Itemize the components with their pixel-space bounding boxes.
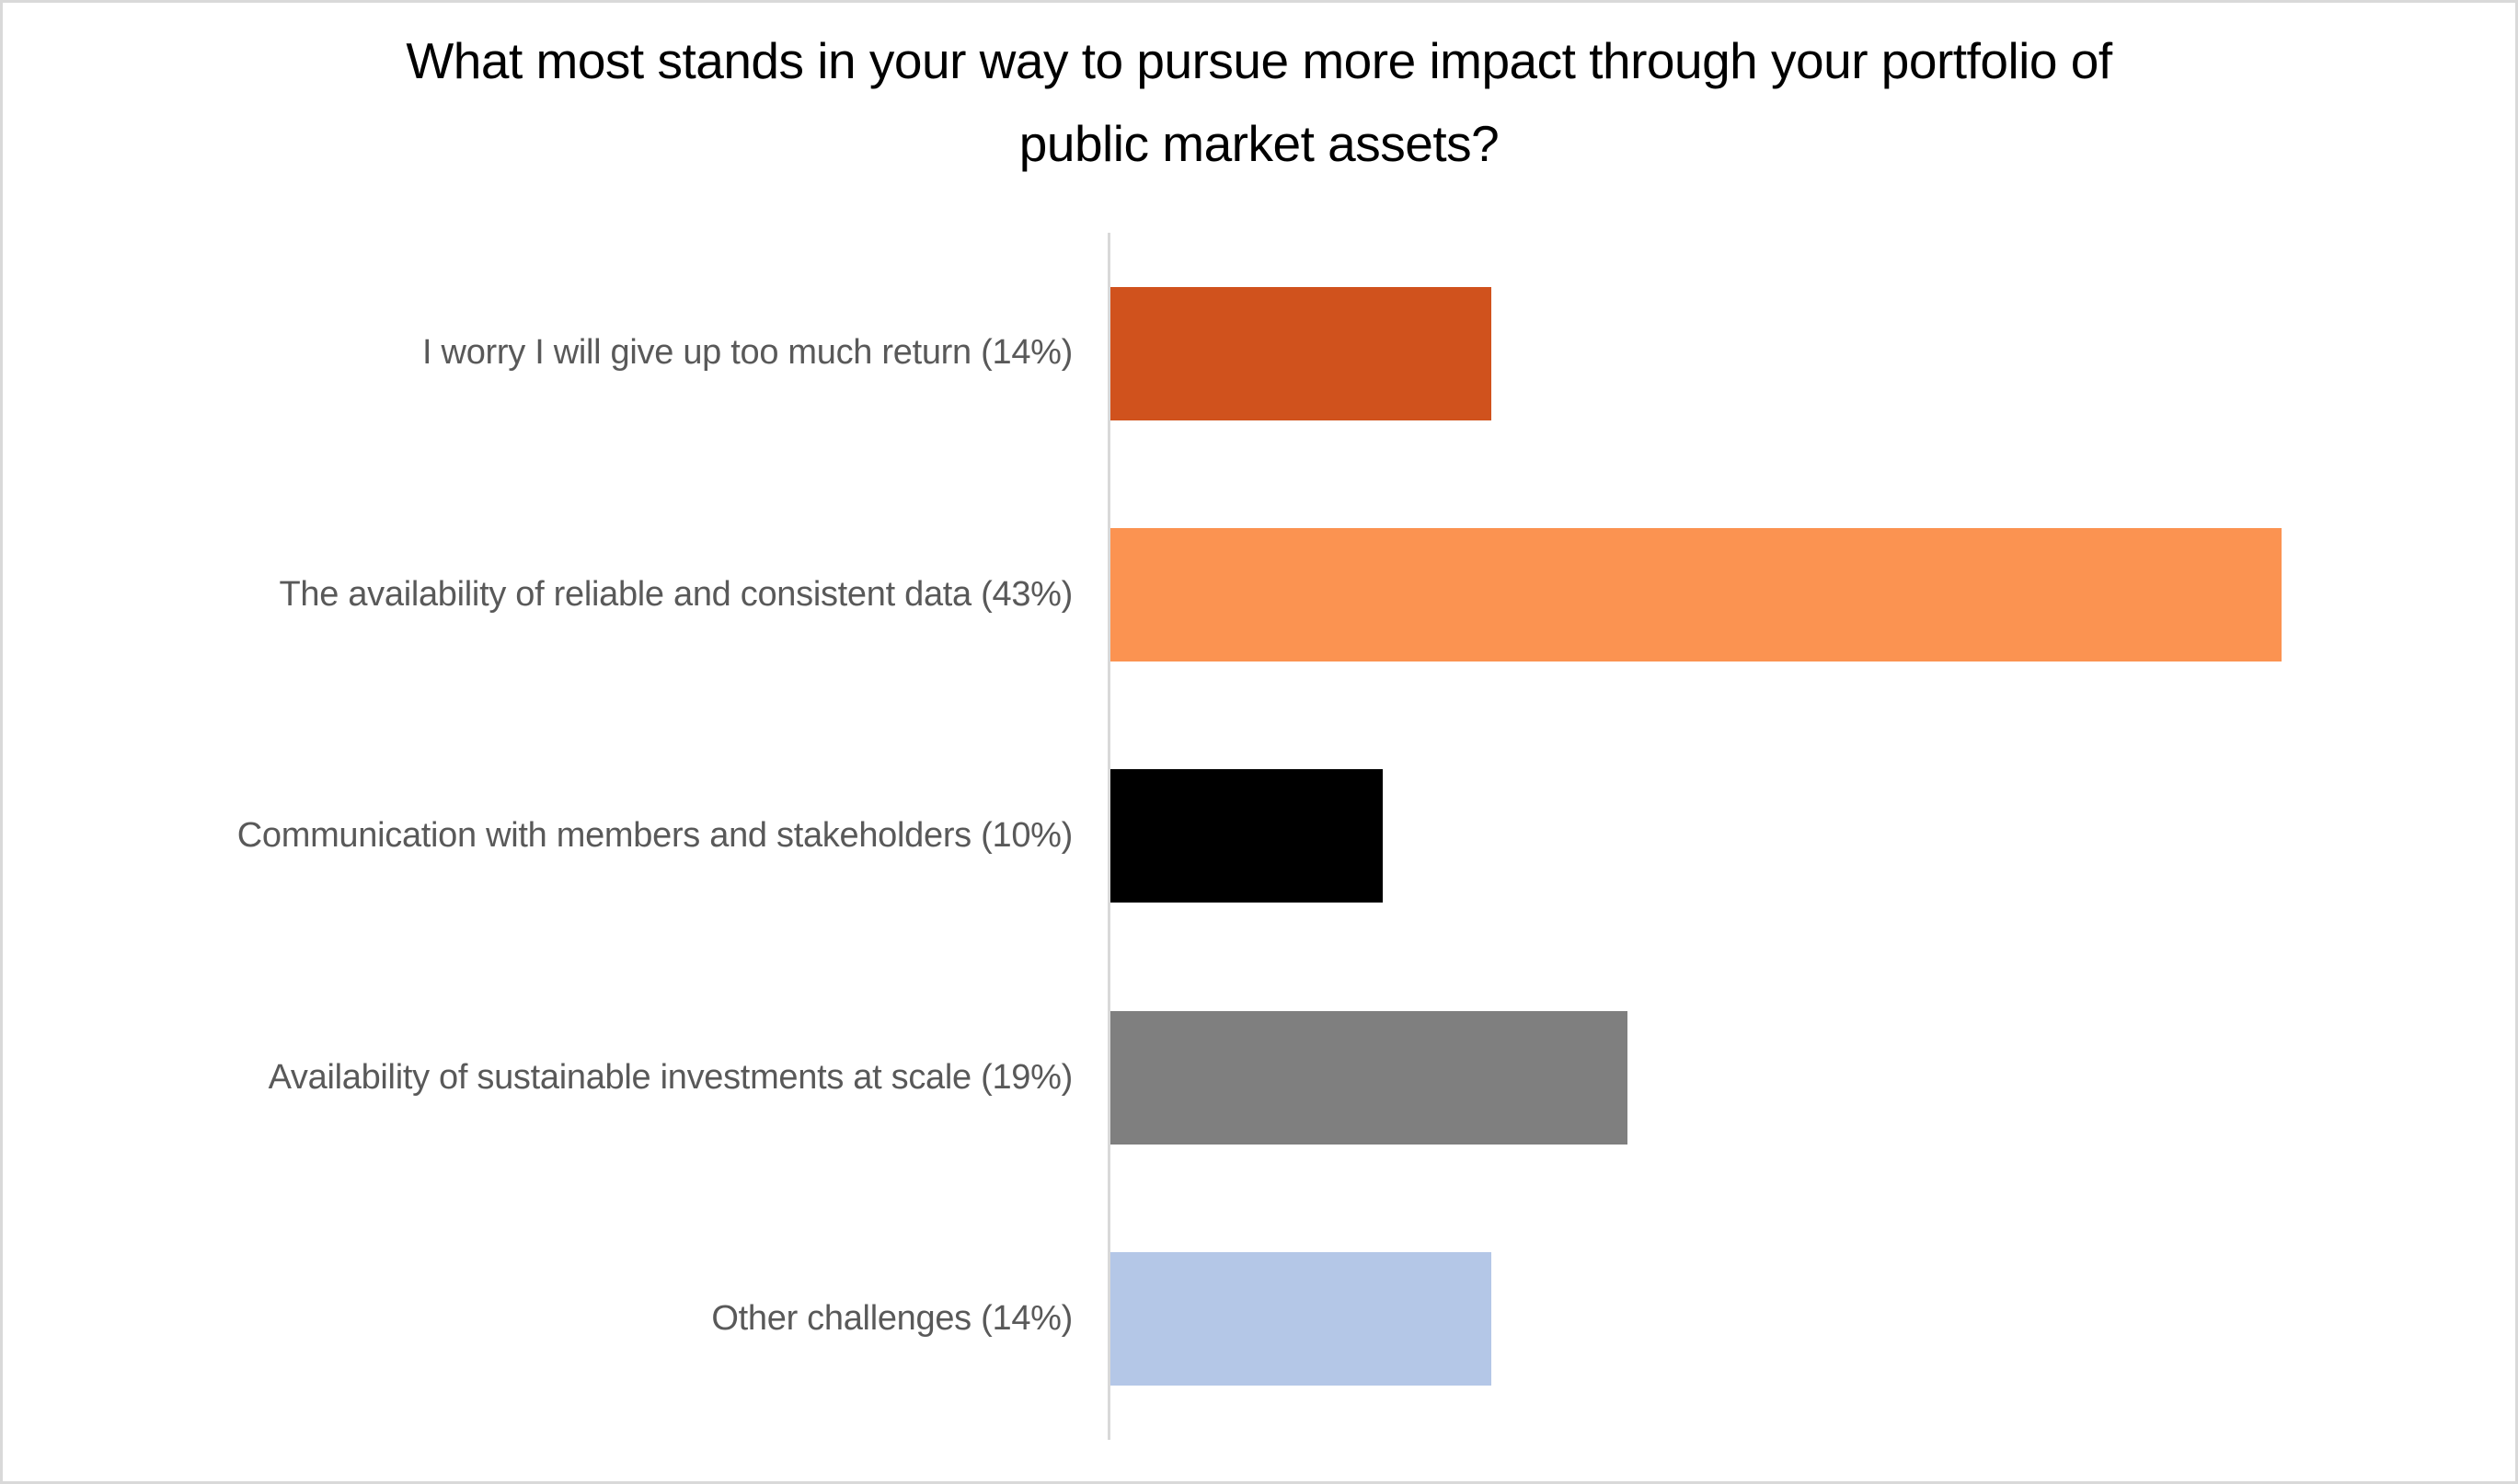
chart-title-line2: public market assets?	[1018, 115, 1500, 172]
chart-title: What most stands in your way to pursue m…	[3, 19, 2515, 185]
category-label: Other challenges (14%)	[711, 1299, 1073, 1338]
chart-title-line1: What most stands in your way to pursue m…	[406, 32, 2112, 89]
plot-area: I worry I will give up too much return (…	[3, 233, 2515, 1440]
chart-row: The availability of reliable and consist…	[3, 474, 2515, 715]
category-label: The availability of reliable and consist…	[279, 574, 1073, 614]
bar	[1110, 769, 1383, 903]
bar	[1110, 528, 2282, 662]
bars-container: I worry I will give up too much return (…	[3, 233, 2515, 1440]
chart-row: Availability of sustainable investments …	[3, 957, 2515, 1198]
chart-row: Other challenges (14%)	[3, 1199, 2515, 1440]
bar	[1110, 1010, 1628, 1145]
category-label: I worry I will give up too much return (…	[422, 333, 1073, 373]
category-label: Communication with members and stakehold…	[236, 816, 1074, 856]
category-label: Availability of sustainable investments …	[268, 1057, 1074, 1097]
bar	[1110, 286, 1492, 420]
y-axis-line	[1108, 233, 1110, 1440]
chart-row: I worry I will give up too much return (…	[3, 233, 2515, 474]
bar	[1110, 1252, 1492, 1386]
chart-row: Communication with members and stakehold…	[3, 716, 2515, 957]
